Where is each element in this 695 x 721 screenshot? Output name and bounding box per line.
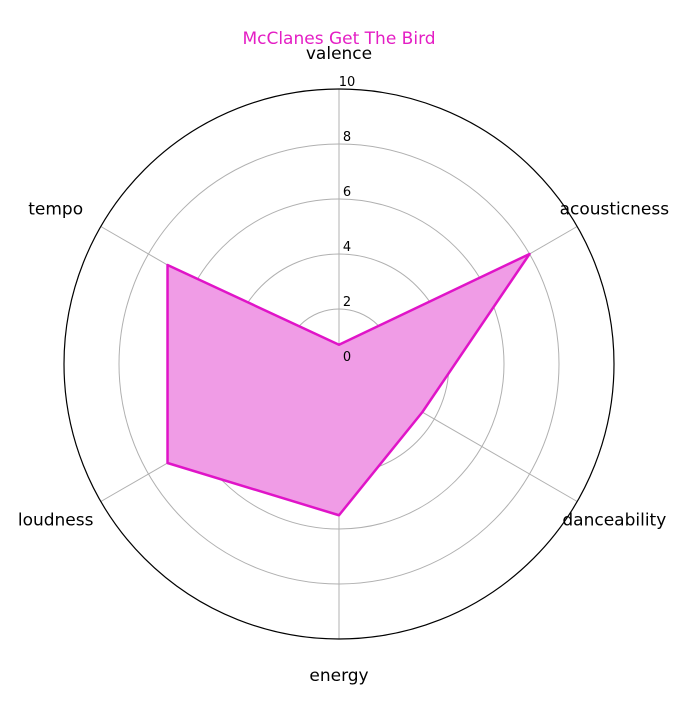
- outer-frame: [63, 88, 615, 640]
- axis-label-danceability: danceability: [562, 511, 666, 531]
- chart-title: McClanes Get The Bird: [242, 29, 435, 49]
- axis-label-acousticness: acousticness: [560, 200, 670, 220]
- tick-layer: 0 2 4 6 8 10: [339, 75, 356, 365]
- tick-label-6: 6: [343, 185, 351, 200]
- tick-label-0: 0: [343, 350, 351, 365]
- tick-label-10: 10: [339, 75, 356, 90]
- series-polygon-0: [166, 252, 531, 517]
- axis-label-tempo: tempo: [28, 200, 83, 220]
- series-layer: [166, 252, 531, 517]
- axis-label-layer: valence acousticness danceability energy lou…: [18, 44, 669, 686]
- tick-label-2: 2: [343, 295, 351, 310]
- axis-label-energy: energy: [309, 666, 368, 686]
- tick-label-8: 8: [343, 130, 351, 145]
- axis-label-loudness: loudness: [18, 511, 94, 531]
- axis-label-valence: valence: [306, 44, 372, 64]
- tick-label-4: 4: [343, 240, 351, 255]
